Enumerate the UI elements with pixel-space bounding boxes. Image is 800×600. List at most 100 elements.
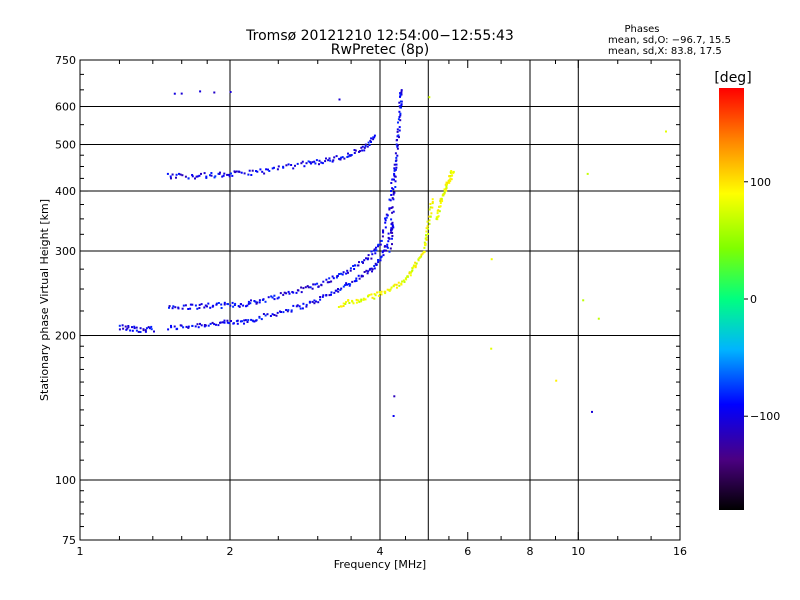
o-mode-point xyxy=(396,128,399,131)
o-mode-point xyxy=(338,98,341,101)
x-mode-point xyxy=(430,212,433,215)
o-mode-point xyxy=(342,285,345,288)
o-mode-point xyxy=(226,173,229,176)
o-mode-point xyxy=(320,284,323,287)
o-mode-point xyxy=(394,175,397,178)
o-mode-point xyxy=(363,271,366,273)
o-mode-point xyxy=(400,92,403,95)
x-mode-point xyxy=(357,299,360,302)
o-mode-point xyxy=(315,300,317,303)
o-mode-point xyxy=(279,292,282,295)
o-mode-point xyxy=(249,302,252,305)
o-mode-point xyxy=(317,285,320,288)
o-mode-point xyxy=(121,324,124,327)
o-mode-point xyxy=(338,273,341,275)
o-mode-point xyxy=(241,320,243,323)
x-mode-point xyxy=(351,300,354,303)
o-mode-point xyxy=(354,264,357,267)
o-mode-point xyxy=(255,302,258,305)
o-mode-point xyxy=(373,265,376,267)
o-mode-point xyxy=(337,288,339,290)
x-mode-point xyxy=(446,181,449,184)
o-mode-point xyxy=(213,176,216,179)
o-mode-point xyxy=(170,177,172,180)
o-mode-point xyxy=(198,174,201,177)
o-mode-point xyxy=(337,290,340,293)
o-mode-point xyxy=(373,134,376,137)
o-mode-point xyxy=(399,112,402,115)
o-mode-point xyxy=(261,170,264,173)
o-mode-point xyxy=(312,283,315,286)
o-mode-point xyxy=(379,243,382,246)
o-mode-point xyxy=(395,163,398,166)
colorbar-tick-label: 0 xyxy=(750,293,757,306)
x-mode-point xyxy=(440,197,443,200)
o-mode-point xyxy=(365,257,367,260)
o-mode-point xyxy=(203,325,206,328)
o-mode-point xyxy=(198,307,201,309)
o-mode-point xyxy=(290,164,293,166)
o-mode-point xyxy=(247,173,250,176)
o-mode-point xyxy=(248,169,251,172)
o-mode-point xyxy=(243,322,245,325)
o-mode-point xyxy=(153,330,155,333)
o-mode-point xyxy=(213,91,216,94)
o-mode-point xyxy=(349,283,352,286)
o-mode-point xyxy=(247,300,250,303)
o-mode-point xyxy=(382,230,384,233)
o-mode-point xyxy=(276,168,279,171)
o-mode-point xyxy=(255,170,257,172)
x-mode-point xyxy=(442,193,445,196)
x-mode-point xyxy=(427,227,429,230)
o-mode-point xyxy=(254,300,257,303)
y-axis-label: Stationary phase Virtual Height [km] xyxy=(38,199,51,401)
o-mode-point xyxy=(139,331,142,333)
x-mode-point xyxy=(437,209,440,212)
x-mode-point xyxy=(414,261,417,264)
o-mode-point xyxy=(264,300,267,303)
o-mode-point xyxy=(247,319,250,322)
o-mode-point xyxy=(322,280,325,283)
o-mode-point xyxy=(131,326,133,329)
x-mode-point xyxy=(451,174,454,177)
o-mode-point xyxy=(250,299,252,302)
o-mode-point xyxy=(352,265,355,267)
o-mode-point xyxy=(187,325,190,328)
o-mode-point xyxy=(239,320,242,323)
o-mode-point xyxy=(340,272,342,275)
x-mode-point xyxy=(360,298,363,301)
x-mode-point xyxy=(371,296,374,299)
o-mode-point xyxy=(367,141,370,144)
x-mode-point xyxy=(435,216,438,219)
o-mode-point xyxy=(210,174,213,177)
x-mode-point xyxy=(358,300,361,303)
o-mode-point xyxy=(368,144,371,146)
o-mode-point xyxy=(223,301,226,304)
o-mode-point xyxy=(256,301,259,304)
o-mode-point xyxy=(218,173,221,175)
o-mode-point xyxy=(184,304,187,307)
o-mode-point xyxy=(229,91,232,93)
o-mode-point xyxy=(197,326,200,329)
o-mode-point xyxy=(345,282,348,285)
o-mode-point xyxy=(314,283,317,286)
o-mode-point xyxy=(400,90,403,93)
o-mode-point xyxy=(363,259,366,262)
o-mode-point xyxy=(139,327,142,330)
x-mode-point xyxy=(400,283,403,286)
o-mode-point xyxy=(305,162,308,165)
o-mode-point xyxy=(307,160,310,163)
o-mode-point xyxy=(379,240,382,243)
o-mode-point xyxy=(372,138,375,141)
x-mode-point xyxy=(445,186,448,189)
o-mode-point xyxy=(220,303,223,306)
o-mode-point xyxy=(361,149,364,152)
o-mode-point xyxy=(400,89,403,92)
o-mode-point xyxy=(328,281,331,284)
o-mode-point xyxy=(221,175,224,178)
o-mode-point xyxy=(375,246,377,249)
o-mode-point xyxy=(371,270,373,273)
o-mode-point xyxy=(393,174,396,177)
o-mode-point xyxy=(391,187,394,190)
